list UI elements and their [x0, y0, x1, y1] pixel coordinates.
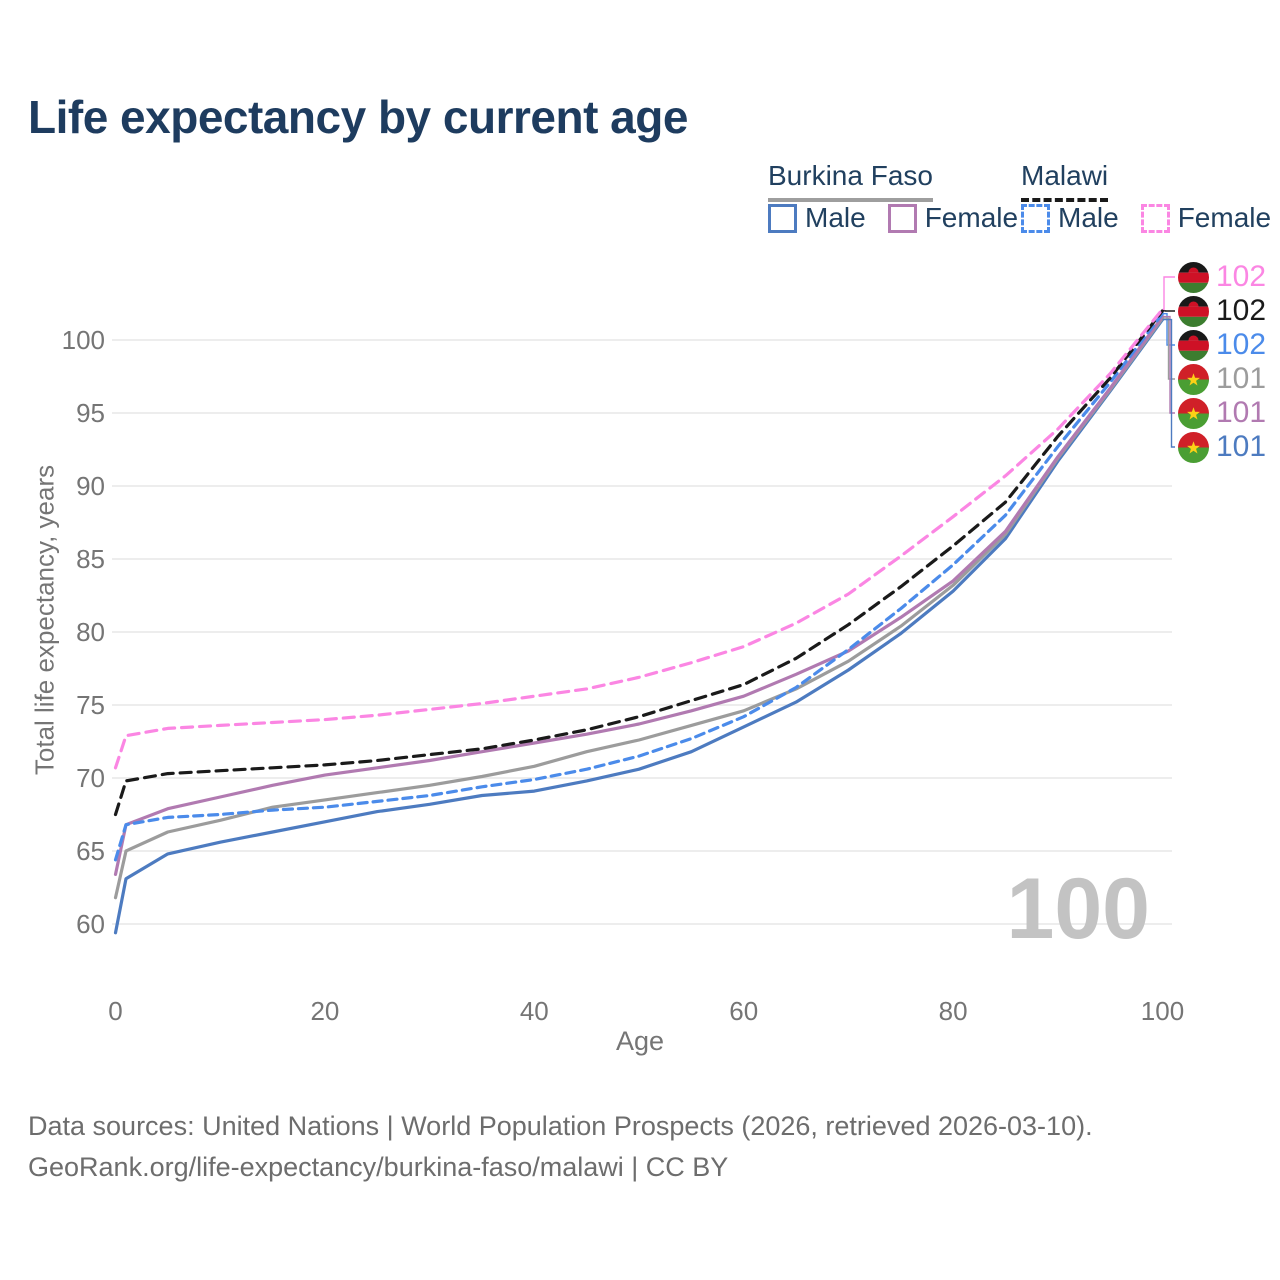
legend-row-malawi: Male Female: [1021, 202, 1271, 234]
y-tick-label: 60: [76, 909, 105, 939]
x-tick-label: 80: [939, 996, 968, 1026]
series-line-mw-male[interactable]: [113, 312, 1165, 862]
x-tick-label: 60: [729, 996, 758, 1026]
legend-row-burkina-faso: Male Female: [768, 202, 1018, 234]
burkina-faso-flag-icon: [1178, 431, 1209, 463]
end-label-mw-male: 102: [1178, 328, 1267, 361]
legend-item-burkina-faso-female[interactable]: Female: [887, 202, 1019, 234]
end-value-bf-both: 101: [1216, 362, 1267, 395]
series-line-mw-female[interactable]: [113, 307, 1165, 770]
footer: Data sources: United Nations | World Pop…: [28, 1106, 1093, 1188]
end-value-mw-female: 102: [1216, 260, 1267, 293]
malawi-flag-icon: [1178, 261, 1209, 293]
y-tick-label: 95: [76, 398, 105, 428]
leader-line-bf-both: [1162, 317, 1175, 380]
end-label-bf-female: 101: [1178, 396, 1267, 429]
end-label-mw-both: 102: [1178, 294, 1267, 327]
malawi-flag-icon: [1178, 295, 1209, 327]
leader-line-bf-female: [1162, 315, 1175, 414]
y-tick-label: 100: [62, 325, 105, 355]
y-tick-label: 85: [76, 544, 105, 574]
burkina-faso-male-swatch-icon: [768, 203, 797, 233]
burkina-faso-female-swatch-icon: [887, 203, 917, 233]
malawi-female-swatch-icon: [1140, 203, 1170, 233]
series-line-mw-both[interactable]: [113, 309, 1165, 817]
legend-item-malawi-female[interactable]: Female: [1140, 202, 1272, 234]
page-title: Life expectancy by current age: [28, 91, 688, 143]
end-value-bf-female: 101: [1216, 396, 1267, 429]
legend-group-malawi[interactable]: Malawi: [1021, 160, 1109, 202]
x-tick-label: 20: [310, 996, 339, 1026]
x-tick-label: 100: [1141, 996, 1184, 1026]
footer-attribution: GeoRank.org/life-expectancy/burkina-faso…: [28, 1152, 729, 1182]
end-value-mw-both: 102: [1216, 294, 1267, 327]
end-value-bf-male: 101: [1216, 430, 1267, 463]
legend-item-label: Female: [924, 202, 1019, 233]
footer-data-sources: Data sources: United Nations | World Pop…: [28, 1111, 1093, 1141]
series-line-bf-male[interactable]: [113, 318, 1165, 935]
legend-item-burkina-faso-male[interactable]: Male: [768, 202, 866, 234]
leader-line-mw-female: [1162, 276, 1175, 310]
y-axis-title: Total life expectancy, years: [29, 464, 60, 776]
end-label-bf-male: 101: [1178, 430, 1267, 463]
y-tick-label: 70: [76, 763, 105, 793]
x-tick-label: 0: [108, 996, 122, 1026]
legend-item-label: Male: [805, 202, 866, 233]
end-label-bf-both: 101: [1178, 362, 1267, 395]
legend-group-burkina-faso[interactable]: Burkina Faso: [768, 160, 933, 202]
series-line-bf-female[interactable]: [113, 315, 1165, 876]
y-tick-label: 80: [76, 617, 105, 647]
y-tick-label: 75: [76, 690, 105, 720]
malawi-flag-icon: [1178, 329, 1209, 361]
burkina-faso-flag-icon: [1178, 363, 1209, 395]
current-age-watermark: 100: [1006, 861, 1151, 957]
end-label-mw-female: 102: [1178, 260, 1267, 293]
y-tick-label: 65: [76, 836, 105, 866]
x-axis-title: Age: [615, 1026, 665, 1056]
malawi-male-swatch-icon: [1021, 203, 1050, 233]
end-value-mw-male: 102: [1216, 328, 1267, 361]
leader-line-bf-male: [1162, 318, 1175, 448]
x-tick-label: 40: [520, 996, 549, 1026]
legend-item-malawi-male[interactable]: Male: [1021, 202, 1119, 234]
y-tick-label: 90: [76, 471, 105, 501]
legend-item-label: Male: [1058, 202, 1119, 233]
burkina-faso-flag-icon: [1178, 397, 1209, 429]
legend-item-label: Female: [1177, 202, 1272, 233]
